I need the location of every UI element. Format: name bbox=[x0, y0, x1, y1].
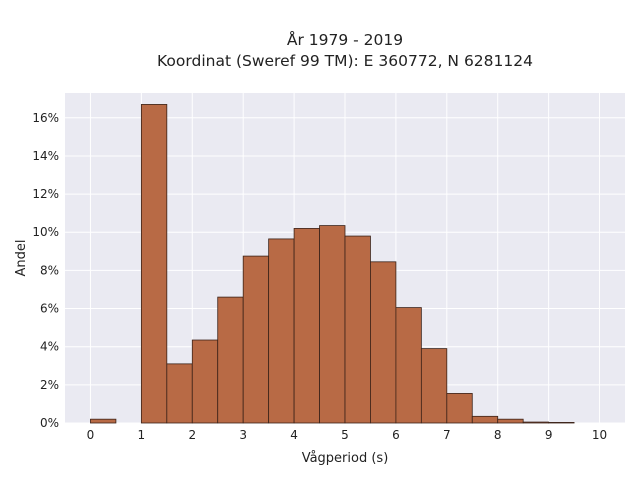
x-tick-label: 6 bbox=[392, 428, 400, 442]
y-tick-label: 14% bbox=[32, 149, 59, 163]
y-tick-label: 8% bbox=[40, 263, 59, 277]
y-tick-label: 6% bbox=[40, 302, 59, 316]
y-tick-label: 12% bbox=[32, 187, 59, 201]
chart-title-line-2: Koordinat (Sweref 99 TM): E 360772, N 62… bbox=[157, 52, 533, 70]
histogram-bar bbox=[497, 418, 524, 424]
histogram-bar bbox=[90, 418, 117, 424]
y-axis-ticks: 0% 2% 4% 6% 8% 10% 12% 14% 16% bbox=[32, 111, 59, 430]
x-tick-label: 5 bbox=[341, 428, 349, 442]
x-axis-ticks: 0 1 2 3 4 5 6 7 8 9 10 bbox=[87, 428, 608, 442]
x-tick-label: 0 bbox=[87, 428, 95, 442]
y-tick-label: 0% bbox=[40, 416, 59, 430]
histogram-bar bbox=[446, 393, 473, 424]
histogram-bar bbox=[242, 255, 270, 424]
histogram-bar bbox=[191, 339, 219, 424]
x-tick-label: 8 bbox=[494, 428, 502, 442]
x-tick-label: 3 bbox=[239, 428, 247, 442]
histogram-bar bbox=[420, 348, 448, 424]
x-tick-label: 4 bbox=[290, 428, 298, 442]
x-tick-label: 9 bbox=[545, 428, 553, 442]
y-axis-label: Andel bbox=[14, 240, 29, 277]
histogram-bar bbox=[471, 415, 499, 424]
chart-title-line-1: År 1979 - 2019 bbox=[287, 30, 403, 49]
x-tick-label: 10 bbox=[592, 428, 607, 442]
histogram-bar bbox=[370, 261, 397, 424]
histogram-bar bbox=[140, 104, 168, 424]
histogram-bar bbox=[268, 238, 295, 424]
y-tick-label: 2% bbox=[40, 378, 59, 392]
x-tick-label: 7 bbox=[443, 428, 451, 442]
histogram-bar bbox=[319, 225, 346, 424]
x-tick-label: 1 bbox=[138, 428, 146, 442]
x-axis-label: Vågperiod (s) bbox=[302, 451, 389, 466]
histogram-bar bbox=[522, 421, 550, 424]
y-tick-label: 4% bbox=[40, 340, 59, 354]
histogram-bar bbox=[166, 363, 193, 424]
histogram-bar bbox=[548, 422, 575, 424]
histogram-bars bbox=[90, 104, 575, 424]
y-tick-label: 16% bbox=[32, 111, 59, 125]
y-tick-label: 10% bbox=[32, 225, 59, 239]
x-tick-label: 2 bbox=[188, 428, 196, 442]
histogram-bar bbox=[344, 235, 371, 424]
histogram-bar bbox=[217, 296, 244, 424]
histogram-bar bbox=[293, 228, 320, 424]
histogram-bar bbox=[395, 307, 422, 424]
